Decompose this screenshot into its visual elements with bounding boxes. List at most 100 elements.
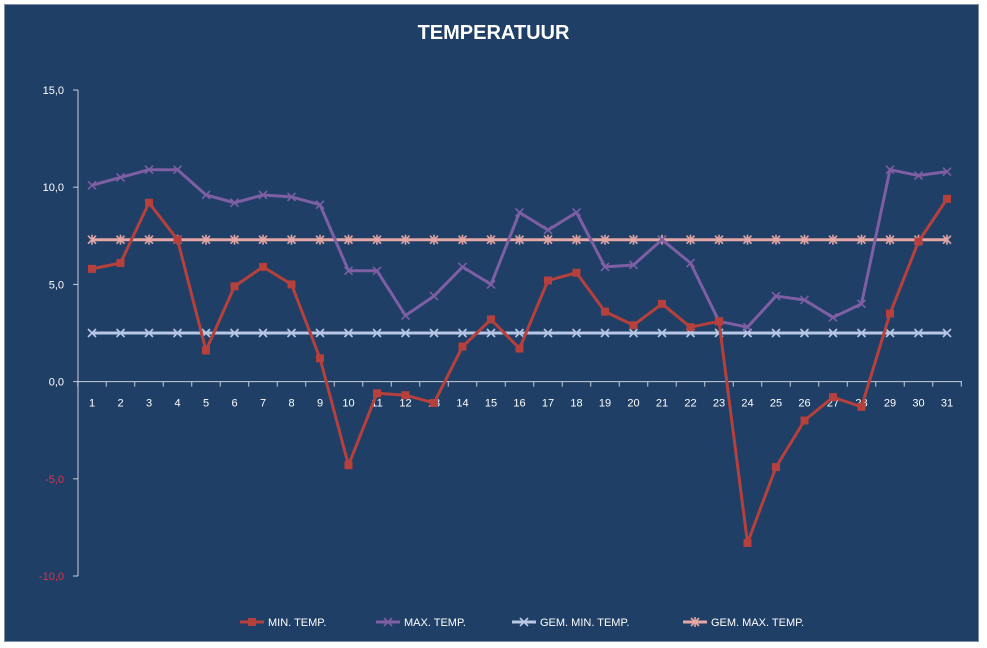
series-min-temp-point — [886, 309, 894, 318]
x-tick-label: 25 — [770, 398, 782, 410]
series-max-temp-line — [91, 168, 948, 329]
x-tick-label: 7 — [260, 398, 266, 410]
series-min-temp-point — [487, 315, 495, 324]
series-min-temp-point — [145, 198, 153, 207]
series-gem-max-temp-point — [742, 234, 753, 245]
series-gem-min-temp-point — [286, 328, 297, 338]
series-gem-min-temp-point — [144, 328, 154, 338]
series-gem-min-temp-point — [315, 328, 325, 338]
series-gem-max-temp-point — [400, 234, 411, 245]
series-min-temp-point — [259, 262, 267, 271]
series-gem-max-temp-point — [942, 234, 952, 245]
x-tick-label: 5 — [203, 398, 209, 410]
x-tick-label: 29 — [884, 398, 896, 410]
series-min-temp-point — [316, 354, 324, 363]
series-max-temp-point — [201, 190, 211, 200]
series-gem-min-temp-point — [600, 328, 610, 338]
y-tick-label: 5,0 — [49, 279, 64, 291]
series-min-temp-point — [401, 391, 410, 400]
series-min-temp-point — [658, 299, 666, 308]
series-max-temp-point — [799, 295, 810, 305]
series-min-temp-point — [230, 282, 239, 291]
series-max-temp-point — [229, 198, 240, 208]
series-max-temp-point — [571, 207, 582, 218]
x-tick-label: 1 — [89, 398, 95, 410]
series-max-temp-point — [87, 180, 97, 190]
series-gem-min-temp-point — [258, 328, 268, 338]
series-min-temp-point — [373, 389, 381, 398]
x-tick-label: 11 — [371, 398, 382, 410]
series-gem-min-temp-point — [486, 328, 496, 338]
series-max-temp-point — [172, 165, 183, 175]
series-max-temp-point — [400, 310, 411, 321]
series-gem-min-temp-point — [828, 328, 838, 338]
series-max-temp-point — [115, 172, 126, 183]
series-min-temp-point — [344, 461, 353, 470]
chart-title: TEMPERATUUR — [417, 22, 570, 44]
series-gem-max-temp-point — [457, 234, 468, 245]
series-min-temp-point — [829, 393, 837, 402]
series-max-temp-point — [486, 279, 496, 289]
x-tick-label: 9 — [317, 398, 323, 410]
series-min-temp-point — [601, 307, 609, 316]
series-gem-max-temp-point — [543, 234, 553, 245]
series-max-temp-point — [286, 192, 297, 202]
series-gem-max-temp-point — [486, 234, 496, 245]
series-gem-max-temp-point — [429, 234, 439, 245]
series-min-temp-point — [116, 259, 125, 268]
y-tick-label: 0,0 — [49, 377, 64, 389]
series-gem-min-temp-point — [885, 328, 895, 338]
legend-label: MIN. TEMP. — [268, 617, 326, 629]
series-gem-min-temp-point — [400, 328, 411, 338]
y-tick-label: 15,0 — [43, 85, 64, 97]
series-gem-min-temp-point — [343, 328, 354, 338]
series-gem-max-temp-point — [799, 234, 810, 245]
series-gem-min-temp-point — [913, 328, 924, 338]
x-tick-label: 3 — [146, 398, 152, 410]
series-gem-max-temp-point — [685, 234, 696, 245]
x-tick-label: 26 — [798, 398, 810, 410]
series-gem-min-temp-point — [771, 328, 781, 338]
legend-item-marker — [690, 617, 700, 627]
series-max-temp-point — [144, 165, 154, 175]
legend-item-marker — [248, 618, 256, 626]
series-gem-min-temp-point — [514, 328, 525, 338]
series-min-temp-line — [91, 198, 949, 545]
x-tick-label: 16 — [513, 398, 525, 410]
x-tick-label: 6 — [231, 398, 237, 410]
series-max-temp-point — [828, 312, 838, 323]
x-tick-label: 19 — [599, 398, 611, 410]
y-tick-label: 10,0 — [43, 182, 64, 194]
series-gem-min-temp-point — [543, 328, 553, 338]
x-tick-label: 14 — [456, 398, 468, 410]
x-tick-label: 21 — [656, 398, 668, 410]
series-max-temp-point — [543, 225, 553, 235]
series-gem-max-temp-point — [286, 234, 297, 245]
series-min-temp-point — [202, 346, 210, 355]
series-gem-min-temp-point — [628, 328, 639, 338]
series-gem-max-temp-point — [201, 234, 211, 245]
series-min-temp-point — [914, 237, 923, 246]
series-gem-max-temp-point — [856, 234, 867, 245]
legend-label: GEM. MAX. TEMP. — [711, 617, 804, 629]
series-min-temp-point — [629, 321, 638, 330]
x-tick-label: 31 — [941, 398, 953, 410]
series-gem-max-temp-point — [771, 234, 781, 245]
series-max-temp-point — [856, 299, 867, 309]
series-gem-max-temp-point — [343, 234, 354, 245]
series-gem-max-temp-point — [87, 234, 97, 245]
legend-label: MAX. TEMP. — [404, 617, 466, 629]
series-gem-max-temp-point — [714, 234, 724, 245]
series-max-temp-point — [457, 262, 468, 272]
series-min-temp-point — [857, 402, 866, 411]
series-max-temp-point — [657, 235, 667, 245]
legend-item-marker — [383, 617, 393, 627]
series-min-temp-point — [572, 268, 581, 277]
series-gem-min-temp-point — [229, 328, 240, 338]
series-min-temp-point — [287, 280, 296, 289]
series-max-temp-point — [685, 258, 696, 268]
series-gem-max-temp-point — [600, 234, 610, 245]
x-tick-label: 20 — [627, 398, 639, 410]
series-gem-max-temp-point — [885, 234, 895, 245]
